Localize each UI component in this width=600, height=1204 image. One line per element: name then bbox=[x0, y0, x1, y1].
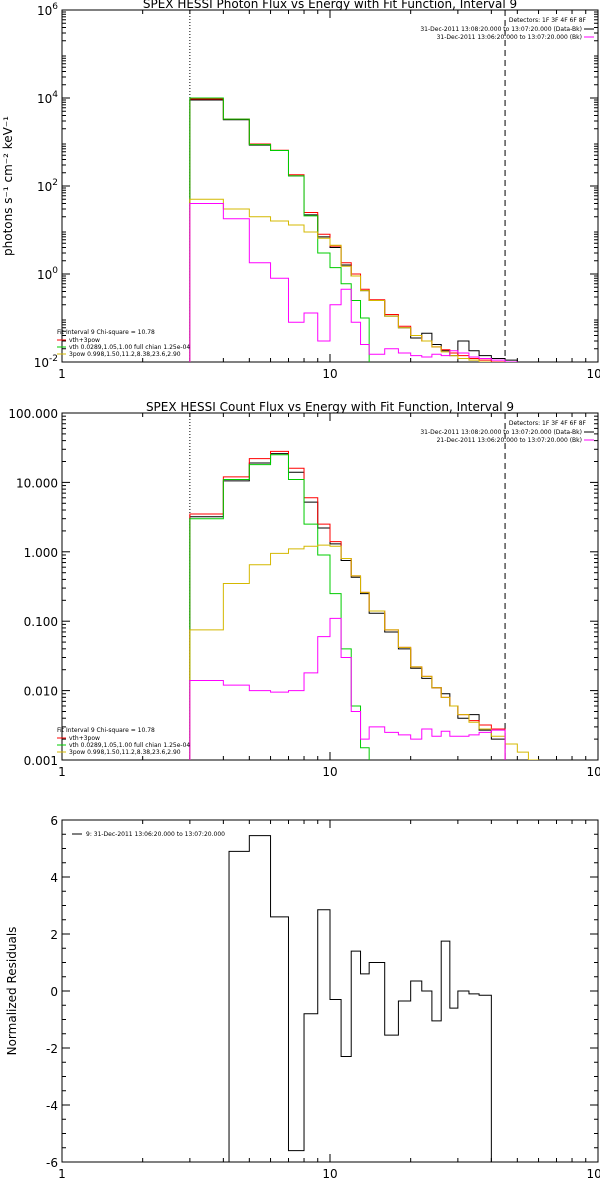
y-tick-label: 6 bbox=[50, 814, 58, 828]
y-tick-label: 0 bbox=[50, 985, 58, 999]
legend-label: 9: 31-Dec-2011 13:06:20.000 to 13:07:20.… bbox=[86, 831, 225, 838]
legend-header: Detectors: 1F 3F 4F 6F 8F bbox=[509, 420, 587, 427]
x-tick-label: 10 bbox=[322, 765, 337, 779]
series-group bbox=[189, 450, 540, 760]
fit-legend-header: Fit Interval 9 Chi-square = 10.78 bbox=[57, 329, 155, 336]
y-tick-label: 100.000 bbox=[8, 407, 58, 421]
y-tick-label: 10-2 bbox=[34, 354, 58, 370]
x-tick-label: 100 bbox=[587, 367, 600, 381]
chart-1: SPEX HESSI Photon Flux vs Energy with Fi… bbox=[1, 0, 600, 381]
legend-header: Detectors: 1F 3F 4F 6F 8F bbox=[509, 17, 587, 24]
chart-2: SPEX HESSI Count Flux vs Energy with Fit… bbox=[8, 400, 600, 779]
y-tick-label: -4 bbox=[46, 1099, 58, 1113]
y-axis-label: photons s⁻¹ cm⁻² keV⁻¹ bbox=[1, 116, 15, 256]
fit-legend-label: vth+3pow bbox=[69, 735, 100, 742]
series-line-1 bbox=[189, 99, 518, 362]
y-axis-label: Normalized Residuals bbox=[5, 927, 19, 1056]
y-tick-label: -6 bbox=[46, 1156, 58, 1170]
series-group bbox=[189, 97, 518, 362]
fit-legend-label: vth+3pow bbox=[69, 337, 100, 344]
series-line-2 bbox=[189, 98, 506, 362]
series-line-1 bbox=[189, 453, 506, 760]
x-tick-label: 10 bbox=[322, 367, 337, 381]
y-tick-label: 102 bbox=[37, 178, 58, 194]
y-tick-label: 106 bbox=[37, 2, 58, 18]
x-tick-label: 100 bbox=[587, 1167, 600, 1181]
fit-legend-label: vth 0.0289,1.05,1.00 full chian 1.25e-04 bbox=[69, 742, 190, 749]
x-tick-label: 100 bbox=[587, 765, 600, 779]
y-tick-label: 104 bbox=[37, 90, 58, 106]
chart-title: SPEX HESSI Count Flux vs Energy with Fit… bbox=[146, 400, 514, 414]
series-line-4 bbox=[189, 198, 492, 362]
y-tick-label: 4 bbox=[50, 871, 58, 885]
y-tick-label: 0.100 bbox=[24, 615, 58, 629]
chart-title: SPEX HESSI Photon Flux vs Energy with Fi… bbox=[143, 0, 517, 11]
fit-legend-label: 3pow 0.998,1.50,11.2,8.38,23.6,2.90 bbox=[69, 749, 181, 756]
fit-legend-header: Fit Interval 9 Chi-square = 10.78 bbox=[57, 727, 155, 734]
x-tick-label: 1 bbox=[58, 765, 66, 779]
y-tick-label: -2 bbox=[46, 1042, 58, 1056]
x-tick-label: 1 bbox=[58, 1167, 66, 1181]
legend-label: 31-Dec-2011 13:08:20.000 to 13:07:20.000… bbox=[420, 429, 582, 436]
fit-legend-label: vth 0.0289,1.05,1.00 full chian 1.25e-04 bbox=[69, 344, 190, 351]
legend-label: 31-Dec-2011 13:06:20.000 to 13:07:20.000… bbox=[437, 34, 582, 41]
series-line-3 bbox=[189, 97, 370, 362]
y-tick-label: 10.000 bbox=[16, 476, 58, 490]
x-tick-label: 10 bbox=[322, 1167, 337, 1181]
series-line-3 bbox=[189, 454, 370, 760]
y-tick-label: 1.000 bbox=[24, 546, 58, 560]
y-tick-label: 0.010 bbox=[24, 685, 58, 699]
x-tick-label: 1 bbox=[58, 367, 66, 381]
legend-label: 31-Dec-2011 13:08:20.000 to 13:07:20.000… bbox=[420, 26, 582, 33]
y-tick-label: 2 bbox=[50, 928, 58, 942]
y-tick-label: 100 bbox=[37, 266, 58, 282]
series-line-5 bbox=[189, 203, 518, 362]
chart-3: 1 10 100 -6 -4 -2 0 2 4 6 Normalized Residuals 9: 3… bbox=[5, 814, 600, 1181]
series-line-4 bbox=[189, 544, 540, 760]
series-line-5 bbox=[189, 617, 506, 760]
fit-legend-label: 3pow 0.998,1.50,11.2,8.38,23.6,2.90 bbox=[69, 351, 181, 358]
legend-label: 21-Dec-2011 13:06:20.000 to 13:07:20.000… bbox=[437, 437, 582, 444]
series-group bbox=[228, 835, 492, 1162]
y-tick-label: 0.001 bbox=[24, 754, 58, 768]
series-line-1 bbox=[228, 835, 492, 1162]
